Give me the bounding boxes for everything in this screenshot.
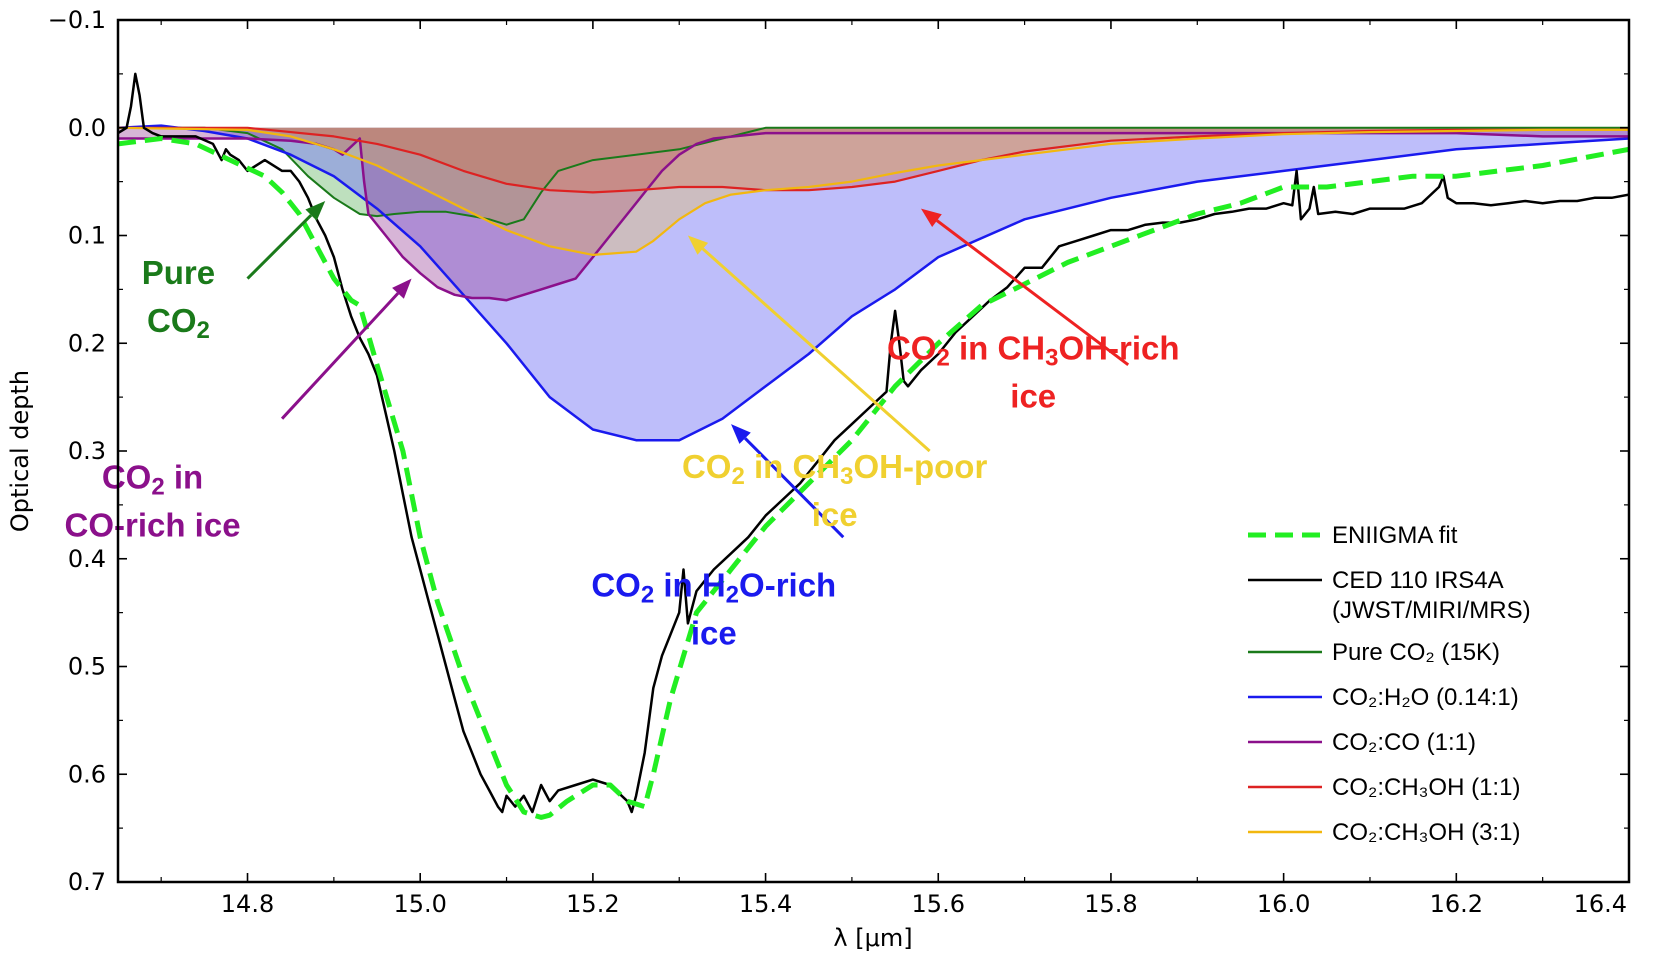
annotation-label-co: CO2 in: [102, 459, 203, 501]
series-line-pure: [118, 126, 1629, 226]
x-tick-label: 16.0: [1257, 890, 1310, 918]
y-tick-label: 0.7: [68, 868, 106, 896]
x-tick-label: 16.4: [1574, 890, 1627, 918]
x-axis-title: λ [μm]: [833, 924, 912, 952]
annotation-label-pure: Pure: [142, 254, 215, 291]
legend-label-fit: ENIIGMA fit: [1332, 522, 1458, 549]
fill-ch3ohpoor: [118, 127, 1629, 255]
axis-ticks: 14.8 15.0 15.2 15.4 15.6 15.8 16.0 16.2 16.4 −0.1…: [48, 6, 1630, 918]
legend-item-obs: CED 110 IRS4A (JWST/MIRI/MRS): [1248, 567, 1531, 624]
series-lines: [118, 72, 1629, 820]
annotation-label-ch3ohrich: CO2 in CH3OH-rich: [887, 329, 1180, 371]
x-tick-label: 16.2: [1430, 890, 1483, 918]
x-tick-label: 15.2: [566, 890, 619, 918]
y-tick-label: 0.6: [68, 760, 106, 788]
annotation-label-h2o: ice: [691, 614, 737, 651]
annotation-label-h2o: CO2 in H2O-rich: [591, 566, 836, 608]
annotation-arrowhead-ch3ohrich: [920, 208, 942, 227]
series-line-ch3ohrich: [118, 126, 1629, 194]
y-tick-label: 0.5: [68, 653, 106, 681]
legend: ENIIGMA fit CED 110 IRS4A (JWST/MIRI/MRS) P…: [1248, 522, 1531, 846]
x-tick-label: 15.0: [393, 890, 446, 918]
x-tick-label: 14.8: [221, 890, 274, 918]
fill-pure: [118, 127, 1629, 225]
legend-item-fit: ENIIGMA fit: [1248, 522, 1458, 549]
series-line-co: [118, 131, 1629, 302]
y-tick-label: 0.3: [68, 437, 106, 465]
y-axis-title: Optical depth: [6, 370, 34, 532]
annotation-label-ch3ohpoor: CO2 in CH3OH-poor: [682, 448, 988, 490]
annotation-arrowhead-co: [392, 278, 412, 299]
annotations: Pure CO2 CO2 in CO-rich ice CO2 in H2O-rich i…: [65, 201, 1180, 651]
fill-co: [118, 127, 1629, 301]
annotation-arrowhead-pure: [305, 201, 326, 221]
legend-label-pure: Pure CO₂ (15K): [1332, 639, 1500, 666]
annotation-arrow-co: [280, 292, 400, 420]
component-fills: [118, 125, 1629, 441]
annotation-arrow-pure: [246, 214, 313, 280]
annotation-arrowhead-h2o: [731, 424, 751, 444]
annotation-h2o: CO2 in H2O-rich ice: [591, 424, 845, 651]
legend-item-ch3ohpoor: CO₂:CH₃OH (3:1): [1248, 819, 1520, 846]
x-tick-label: 15.4: [739, 890, 792, 918]
y-tick-label: 0.2: [68, 329, 106, 357]
legend-item-co: CO₂:CO (1:1): [1248, 729, 1476, 756]
series-line-ch3ohpoor: [118, 126, 1629, 256]
legend-label-obs: CED 110 IRS4A: [1332, 567, 1504, 594]
legend-label-ch3ohpoor: CO₂:CH₃OH (3:1): [1332, 819, 1520, 846]
annotation-arrow-h2o: [744, 437, 845, 539]
fill-h2o: [118, 125, 1629, 441]
legend-item-ch3ohrich: CO₂:CH₃OH (1:1): [1248, 774, 1520, 801]
series-line-obs: [118, 72, 1629, 814]
y-tick-label: 0.0: [68, 114, 106, 142]
legend-item-pure: Pure CO₂ (15K): [1248, 639, 1500, 666]
annotation-pure: Pure CO2: [142, 201, 326, 344]
annotation-label-pure: CO2: [147, 302, 210, 344]
x-tick-label: 15.6: [912, 890, 965, 918]
y-tick-label: 0.1: [68, 222, 106, 250]
annotation-co: CO2 in CO-rich ice: [65, 278, 412, 544]
annotation-ch3ohrich: CO2 in CH3OH-rich ice: [887, 208, 1180, 414]
legend-label-ch3ohrich: CO₂:CH₃OH (1:1): [1332, 774, 1520, 801]
annotation-arrow-ch3ohrich: [936, 219, 1130, 366]
y-tick-label: −0.1: [48, 6, 106, 34]
annotation-arrowhead-ch3ohpoor: [687, 235, 709, 255]
annotation-label-ch3ohpoor: ice: [812, 496, 858, 533]
legend-label-h2o: CO₂:H₂O (0.14:1): [1332, 684, 1519, 711]
annotation-ch3ohpoor: CO2 in CH3OH-poor ice: [682, 235, 988, 533]
y-tick-label: 0.4: [68, 545, 106, 573]
x-tick-label: 15.8: [1084, 890, 1137, 918]
annotation-arrow-ch3ohpoor: [701, 247, 931, 453]
fill-ch3ohrich: [118, 127, 1629, 193]
legend-label-obs: (JWST/MIRI/MRS): [1332, 597, 1531, 624]
annotation-label-co: CO-rich ice: [65, 507, 241, 544]
legend-label-co: CO₂:CO (1:1): [1332, 729, 1476, 756]
legend-item-h2o: CO₂:H₂O (0.14:1): [1248, 684, 1519, 711]
series-line-h2o: [118, 124, 1629, 442]
annotation-label-ch3ohrich: ice: [1010, 377, 1056, 414]
series-line-fit: [118, 136, 1629, 820]
